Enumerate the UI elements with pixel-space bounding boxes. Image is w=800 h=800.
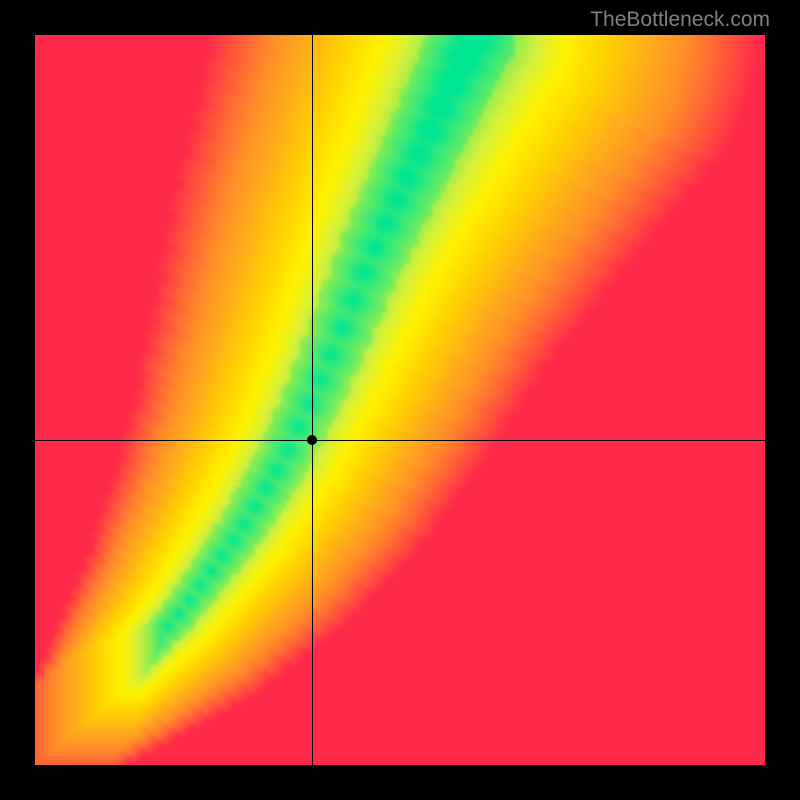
watermark-text: TheBottleneck.com xyxy=(590,8,770,32)
crosshair-horizontal xyxy=(35,440,765,441)
bottleneck-heatmap xyxy=(35,35,765,765)
heatmap-canvas xyxy=(35,35,765,765)
crosshair-vertical xyxy=(312,35,313,765)
crosshair-marker-dot xyxy=(307,435,317,445)
